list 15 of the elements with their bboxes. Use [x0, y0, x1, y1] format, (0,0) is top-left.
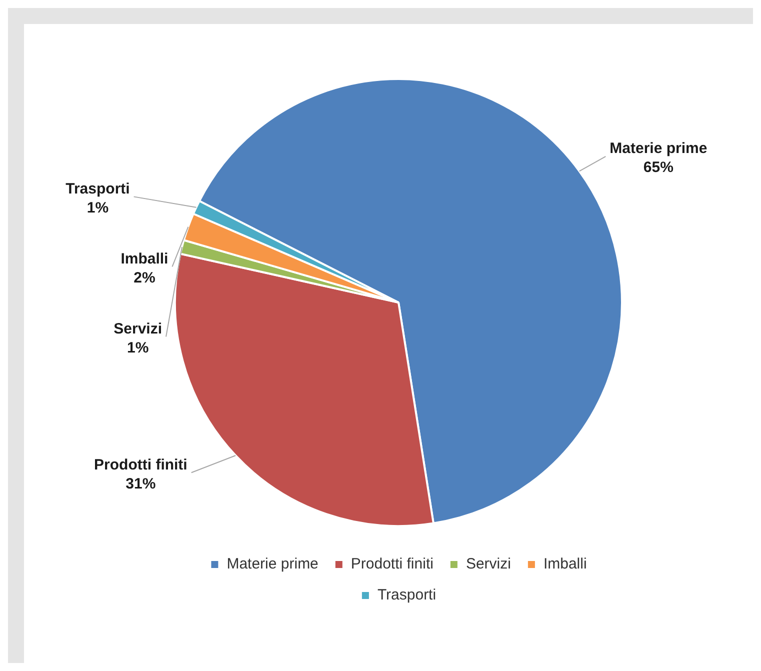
data-label: 31% — [126, 475, 156, 492]
legend-label: Materie prime — [226, 556, 318, 573]
slice-label: Prodotti finiti — [94, 456, 188, 474]
legend-label: Servizi — [466, 556, 511, 573]
slice-label: Trasporti — [66, 180, 130, 198]
data-label: 65% — [643, 159, 674, 176]
slice-label: Materie prime — [610, 140, 708, 158]
legend-label: Trasporti — [377, 586, 436, 604]
data-label: 2% — [134, 269, 156, 286]
data-label: 1% — [86, 199, 109, 216]
slice-label: Imballi — [120, 250, 168, 268]
slice-label: Servizi — [114, 320, 162, 338]
legend-label: Imballi — [543, 556, 587, 573]
legend-label: Prodotti finiti — [350, 556, 434, 573]
data-label: 1% — [126, 339, 149, 356]
